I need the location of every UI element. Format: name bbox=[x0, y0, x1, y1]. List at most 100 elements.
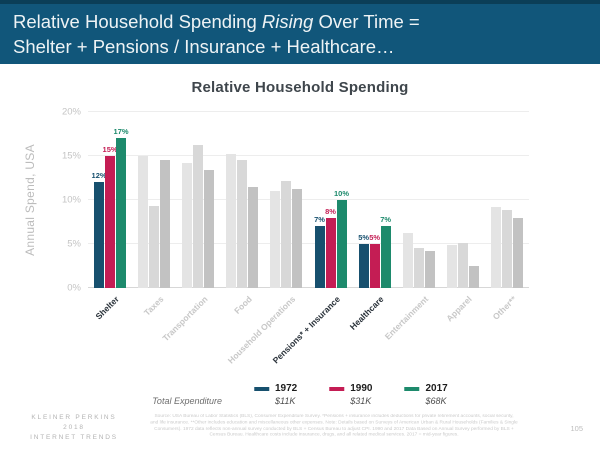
y-tick-label: 20% bbox=[61, 106, 81, 118]
chart-title: Relative Household Spending bbox=[191, 79, 409, 96]
y-tick-label: 15% bbox=[61, 150, 81, 162]
header-line1-pre: Relative Household Spending bbox=[13, 11, 262, 32]
y-tick-label: 10% bbox=[61, 194, 81, 206]
bar bbox=[292, 188, 303, 288]
bar bbox=[226, 154, 237, 288]
legend: Total Expenditure 1972 $11K 1990 $31K 2017 $6… bbox=[152, 383, 447, 406]
legend-total-label: $31K bbox=[350, 396, 372, 406]
bar bbox=[413, 248, 424, 288]
legend-year-label: 2017 bbox=[425, 383, 448, 394]
brand-line3: INTERNET TRENDS bbox=[30, 433, 118, 441]
gridline bbox=[88, 243, 529, 244]
plot-area: 12% 15% 17% Shelter Taxes Transportation Food H… bbox=[62, 107, 529, 366]
bar bbox=[512, 217, 523, 288]
bar bbox=[149, 206, 160, 288]
bar bbox=[248, 186, 259, 288]
header-line1: Relative Household Spending Rising Over … bbox=[13, 9, 584, 34]
legend-item: 2017 $68K bbox=[404, 383, 448, 406]
bar-groups: 12% 15% 17% Shelter Taxes Transportation Food H… bbox=[88, 112, 529, 366]
legend-dash bbox=[404, 387, 420, 391]
bar-group: Apparel bbox=[444, 112, 479, 323]
source-note: Source: USA Bureau of Labor Statistics (… bbox=[150, 414, 518, 438]
bar bbox=[193, 144, 204, 288]
header-line1-post: Over Time = bbox=[313, 11, 420, 32]
bar bbox=[468, 266, 479, 288]
legend-year-label: 1972 bbox=[274, 383, 298, 394]
bar bbox=[281, 180, 292, 288]
bar-value-label: 7% bbox=[314, 215, 325, 225]
header-line1-italic: Rising bbox=[261, 11, 314, 32]
gridline bbox=[88, 287, 529, 288]
bar-group: 7% 8% 10% Pensions* + Insurance bbox=[270, 112, 349, 365]
bar-group: 12% 15% 17% Shelter bbox=[92, 112, 129, 321]
category-label-text: Healthcare bbox=[347, 294, 386, 332]
source-note-wrap: Source: USA Bureau of Labor Statistics (… bbox=[150, 414, 518, 438]
bar bbox=[446, 244, 457, 288]
bar: 17% bbox=[114, 127, 129, 288]
bar: 7% bbox=[380, 215, 391, 288]
bar bbox=[138, 156, 149, 288]
category-label-text: Food bbox=[231, 294, 254, 316]
legend-entry: 1972 $11K bbox=[275, 383, 297, 406]
bar bbox=[490, 207, 501, 288]
bar-value-label: 8% bbox=[325, 206, 336, 216]
bar-value-label: 7% bbox=[380, 215, 392, 225]
bar-group: Other** bbox=[490, 112, 523, 322]
gridline bbox=[88, 155, 529, 156]
bar bbox=[457, 243, 468, 288]
bar-value-label: 5% bbox=[369, 233, 381, 242]
legend-caption: Total Expenditure bbox=[152, 396, 222, 406]
bar bbox=[237, 160, 248, 288]
y-axis-title: Annual Spend, USA bbox=[23, 144, 37, 256]
bar-group: Food bbox=[226, 112, 259, 316]
bar-group: 5% 5% 7% Healthcare bbox=[348, 112, 391, 331]
bar-group: Taxes bbox=[138, 112, 171, 318]
bar-group: Household Operations bbox=[226, 112, 303, 366]
bar: 8% bbox=[325, 207, 336, 288]
bar bbox=[402, 233, 413, 288]
legend-total-label: $68K bbox=[425, 396, 447, 406]
bar-value-label: 10% bbox=[334, 189, 350, 198]
bar-value-label: 5% bbox=[358, 233, 370, 242]
gridline bbox=[88, 111, 529, 112]
bar-group: Entertainment bbox=[382, 112, 435, 341]
y-tick-label: 0% bbox=[67, 282, 81, 294]
bar-value-label: 17% bbox=[113, 127, 129, 137]
y-tick-label: 5% bbox=[67, 238, 81, 250]
slide-header: Relative Household Spending Rising Over … bbox=[0, 0, 600, 64]
category-label-text: Entertainment bbox=[382, 294, 430, 342]
header-line2: Shelter + Pensions / Insurance + Healthc… bbox=[13, 36, 395, 57]
bar-group: Transportation bbox=[160, 112, 215, 343]
brand-line1: KLEINER PERKINS bbox=[31, 413, 117, 421]
legend-item: 1972 $11K bbox=[253, 383, 297, 406]
legend-entry: 2017 $68K bbox=[425, 383, 447, 406]
gridline bbox=[88, 199, 529, 200]
legend-year-label: 1990 bbox=[350, 383, 373, 394]
brand-line2: 2018 bbox=[63, 423, 85, 431]
category-label-text: Transportation bbox=[160, 294, 210, 344]
category-label-text: Taxes bbox=[141, 294, 166, 318]
bar bbox=[204, 170, 215, 288]
bar: 5% bbox=[369, 233, 380, 288]
legend-item: 1990 $31K bbox=[329, 383, 372, 406]
bar bbox=[501, 209, 512, 288]
bar-value-label: 12% bbox=[91, 171, 107, 181]
bar bbox=[160, 160, 171, 288]
bar: 12% bbox=[92, 171, 107, 288]
bar: 7% bbox=[314, 215, 325, 288]
legend-dash bbox=[329, 387, 345, 391]
category-label-text: Apparel bbox=[444, 294, 474, 324]
bar: 10% bbox=[334, 189, 349, 288]
bar: 5% bbox=[358, 233, 369, 288]
page-number: 105 bbox=[570, 424, 583, 433]
bar bbox=[182, 163, 193, 288]
category-label-text: Shelter bbox=[93, 294, 122, 322]
legend-total-label: $11K bbox=[274, 396, 296, 406]
legend-entry: 1990 $31K bbox=[350, 383, 372, 406]
bar: 15% bbox=[103, 145, 118, 288]
bar bbox=[424, 251, 435, 288]
bar-value-label: 15% bbox=[102, 145, 118, 154]
legend-dash bbox=[253, 387, 269, 391]
category-label-text: Other** bbox=[490, 294, 518, 322]
